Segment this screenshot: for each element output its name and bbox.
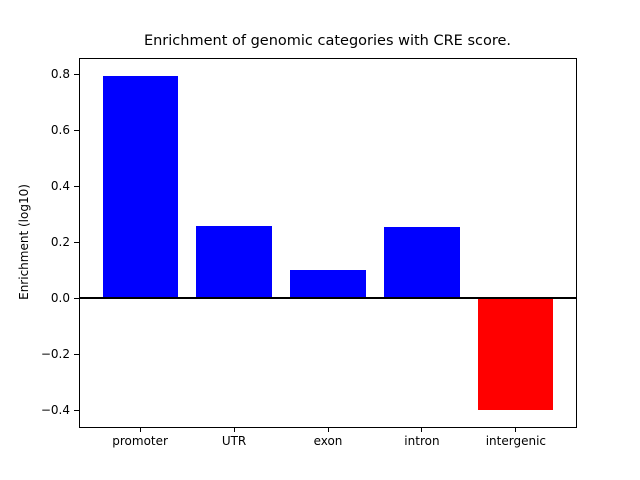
- y-tick-mark: [74, 353, 79, 355]
- y-tick-mark: [74, 129, 79, 131]
- y-tick-label: −0.2: [40, 346, 70, 361]
- plot-area: 0.8 0.6 0.4 0.2 0.0 −0.2 −0.4 promoter UTR exon in…: [41, 58, 577, 448]
- x-tick-mark: [233, 427, 235, 432]
- x-tick-mark: [139, 427, 141, 432]
- y-tick-label: 0.2: [50, 234, 70, 249]
- y-tick-mark: [74, 409, 79, 411]
- x-tick-mark: [327, 427, 329, 432]
- bar-UTR: [196, 225, 272, 299]
- y-tick-mark: [74, 241, 79, 243]
- y-tick-label: 0.6: [50, 122, 70, 137]
- y-tick-mark: [74, 73, 79, 75]
- bar-intergenic: [478, 298, 554, 411]
- bar-exon: [290, 270, 366, 299]
- y-tick-mark: [74, 297, 79, 299]
- x-tick-label: exon: [313, 434, 343, 448]
- x-tick-label: UTR: [221, 434, 247, 448]
- y-tick-mark: [74, 185, 79, 187]
- x-tick-mark: [421, 427, 423, 432]
- y-tick-label: 0.8: [50, 66, 70, 81]
- x-tick-mark: [515, 427, 517, 432]
- bar-promoter: [102, 75, 178, 299]
- chart-title: Enrichment of genomic categories with CR…: [143, 33, 512, 49]
- y-tick-label: 0.0: [50, 290, 70, 305]
- y-tick-label: −0.4: [40, 402, 70, 417]
- x-tick-label: intron: [404, 434, 440, 448]
- x-tick-label: promoter: [112, 434, 168, 448]
- bar-intron: [384, 226, 460, 299]
- x-tick-label: intergenic: [485, 434, 547, 448]
- zero-line: [80, 297, 576, 300]
- y-tick-label: 0.4: [50, 178, 70, 193]
